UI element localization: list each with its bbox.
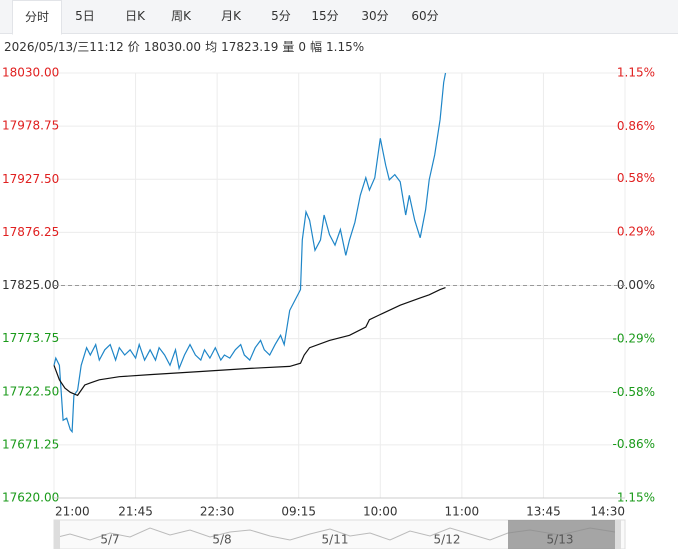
y2-tick-label: -0.29% xyxy=(613,332,655,346)
y-tick-label: 17825.00 xyxy=(2,278,59,292)
info-item: 幅 xyxy=(310,40,323,54)
x-tick-label: 13:45 xyxy=(526,505,561,519)
x-tick-label: 09:15 xyxy=(281,505,316,519)
y2-tick-label: 0.58% xyxy=(617,171,655,185)
y-tick-label: 17722.50 xyxy=(2,384,59,398)
navigator-line xyxy=(53,527,616,541)
info-item: 0 xyxy=(298,40,307,54)
info-item: 17823.19 xyxy=(221,40,279,54)
y2-tick-label: 0.29% xyxy=(617,224,655,238)
y2-tick-label: -1.15% xyxy=(613,491,655,505)
x-tick-label: 10:00 xyxy=(363,505,398,519)
navigator-label: 5/11 xyxy=(322,533,349,547)
tab-bar: 分时 5日 日K 周K 月K 5分 15分 30分 60分 xyxy=(0,0,678,35)
tab[interactable]: 月K xyxy=(221,9,241,23)
navigator-label: 5/12 xyxy=(434,533,461,547)
tab[interactable]: 日K xyxy=(125,9,145,23)
navigator-handle[interactable] xyxy=(615,520,621,549)
tab[interactable]: 5分 xyxy=(271,9,291,23)
navigator-label: 5/8 xyxy=(212,533,231,547)
y-tick-label: 17927.50 xyxy=(2,172,59,186)
navigator-handle[interactable] xyxy=(54,520,60,549)
tab[interactable]: 分时 xyxy=(12,0,62,35)
y2-tick-label: 0.00% xyxy=(617,278,655,292)
tab[interactable]: 15分 xyxy=(311,9,339,23)
tab[interactable]: 周K xyxy=(171,9,191,23)
y-tick-label: 17671.25 xyxy=(2,437,59,451)
y-tick-label: 17773.75 xyxy=(2,331,59,345)
x-tick-label: 21:45 xyxy=(118,505,153,519)
x-tick-label: 11:00 xyxy=(445,505,480,519)
y2-tick-label: -0.86% xyxy=(613,437,655,451)
navigator-label: 5/7 xyxy=(100,533,119,547)
series-line xyxy=(53,72,447,434)
y2-tick-label: 1.15% xyxy=(617,66,655,80)
info-item: 18030.00 xyxy=(143,40,202,54)
y-tick-label: 17620.00 xyxy=(2,491,59,505)
navigator-window[interactable] xyxy=(508,520,615,549)
y-tick-label: 18030.00 xyxy=(2,66,59,80)
x-tick-label: 21:00 xyxy=(55,505,90,519)
y2-tick-label: -0.58% xyxy=(613,385,655,399)
info-item: 均 xyxy=(205,40,218,54)
info-item: 价 xyxy=(127,40,140,54)
y-tick-label: 17876.25 xyxy=(2,225,59,239)
info-item: 2026/05/13/三11:12 xyxy=(4,40,124,54)
tab[interactable]: 5日 xyxy=(75,9,95,23)
tab[interactable]: 30分 xyxy=(361,9,389,23)
series-line xyxy=(53,287,446,397)
info-item: 量 xyxy=(282,40,295,54)
x-tick-label: 22:30 xyxy=(200,505,235,519)
y-tick-label: 17978.75 xyxy=(2,119,59,133)
x-tick-label: 14:30 xyxy=(590,505,625,519)
tab[interactable]: 60分 xyxy=(411,9,439,23)
quote-info: 2026/05/13/三11:12 价 18030.00 均 17823.19 量 0 幅 1.… xyxy=(4,38,368,55)
info-item: 1.15% xyxy=(326,40,365,54)
navigator-label: 5/13 xyxy=(547,533,574,547)
y2-tick-label: 0.86% xyxy=(617,119,655,133)
